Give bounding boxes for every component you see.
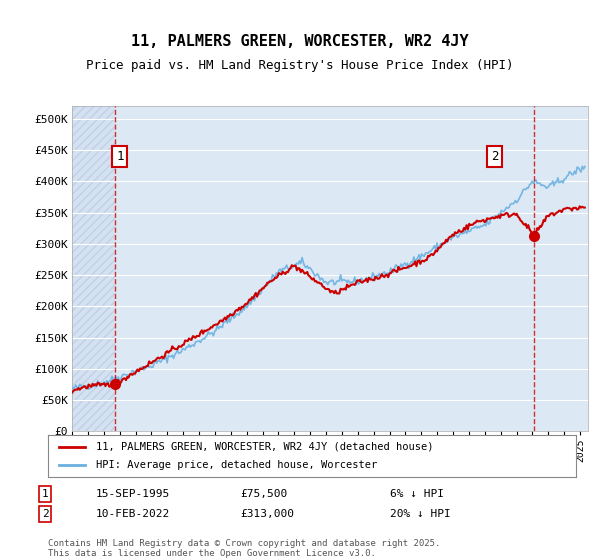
Text: 1: 1 (116, 150, 124, 163)
Text: 2: 2 (491, 150, 498, 163)
Text: Contains HM Land Registry data © Crown copyright and database right 2025.
This d: Contains HM Land Registry data © Crown c… (48, 539, 440, 558)
Text: 10-FEB-2022: 10-FEB-2022 (96, 509, 170, 519)
Text: Price paid vs. HM Land Registry's House Price Index (HPI): Price paid vs. HM Land Registry's House … (86, 59, 514, 72)
Text: 1: 1 (41, 489, 49, 499)
Text: 11, PALMERS GREEN, WORCESTER, WR2 4JY (detached house): 11, PALMERS GREEN, WORCESTER, WR2 4JY (d… (95, 442, 433, 452)
Text: 11, PALMERS GREEN, WORCESTER, WR2 4JY: 11, PALMERS GREEN, WORCESTER, WR2 4JY (131, 34, 469, 49)
Text: HPI: Average price, detached house, Worcester: HPI: Average price, detached house, Worc… (95, 460, 377, 470)
Text: £313,000: £313,000 (240, 509, 294, 519)
Text: 6% ↓ HPI: 6% ↓ HPI (390, 489, 444, 499)
Text: 15-SEP-1995: 15-SEP-1995 (96, 489, 170, 499)
Text: 20% ↓ HPI: 20% ↓ HPI (390, 509, 451, 519)
Text: 2: 2 (41, 509, 49, 519)
Text: £75,500: £75,500 (240, 489, 287, 499)
